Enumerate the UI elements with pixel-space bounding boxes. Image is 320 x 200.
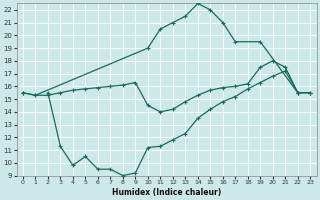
X-axis label: Humidex (Indice chaleur): Humidex (Indice chaleur) [112,188,221,197]
